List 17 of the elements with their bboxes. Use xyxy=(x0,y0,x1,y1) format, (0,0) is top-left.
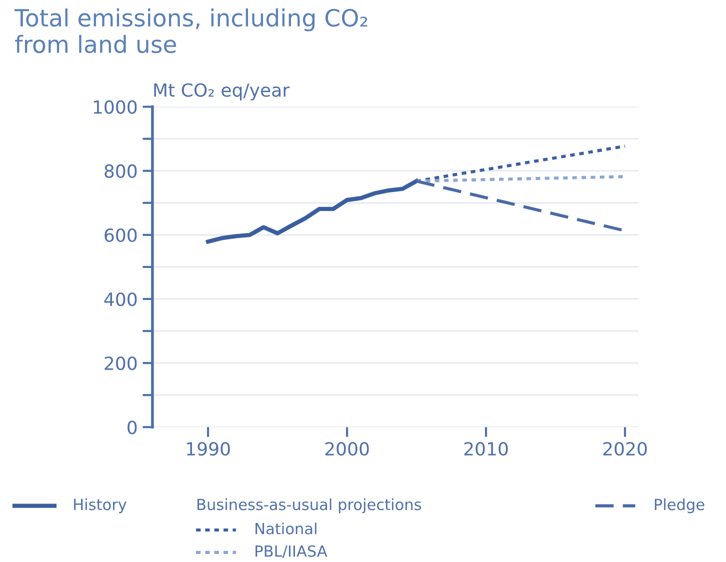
y-tick-label: 400 xyxy=(104,292,137,306)
x-tick-label: 2000 xyxy=(325,442,369,456)
y-axis-title: Mt CO₂ eq/year xyxy=(154,83,290,100)
legend-label: History xyxy=(74,498,126,514)
legend-label: Pledge xyxy=(654,498,704,514)
y-tick-label: 1000 xyxy=(94,100,137,114)
y-tick-label: 600 xyxy=(104,228,137,242)
chart-title: Total emissions, including CO₂ from land use xyxy=(14,8,368,54)
y-tick-label: 800 xyxy=(104,164,137,178)
legend-title: Business-as-usual projections xyxy=(198,498,422,514)
x-tick-label: 2020 xyxy=(603,442,647,456)
y-tick-label: 200 xyxy=(104,356,137,370)
legend-label: PBL/IIASA xyxy=(256,545,328,558)
x-tick-label: 1990 xyxy=(187,442,230,456)
y-tick-label: 0 xyxy=(128,420,137,434)
legend-label: National xyxy=(256,522,316,534)
x-tick-label: 2010 xyxy=(464,442,508,456)
